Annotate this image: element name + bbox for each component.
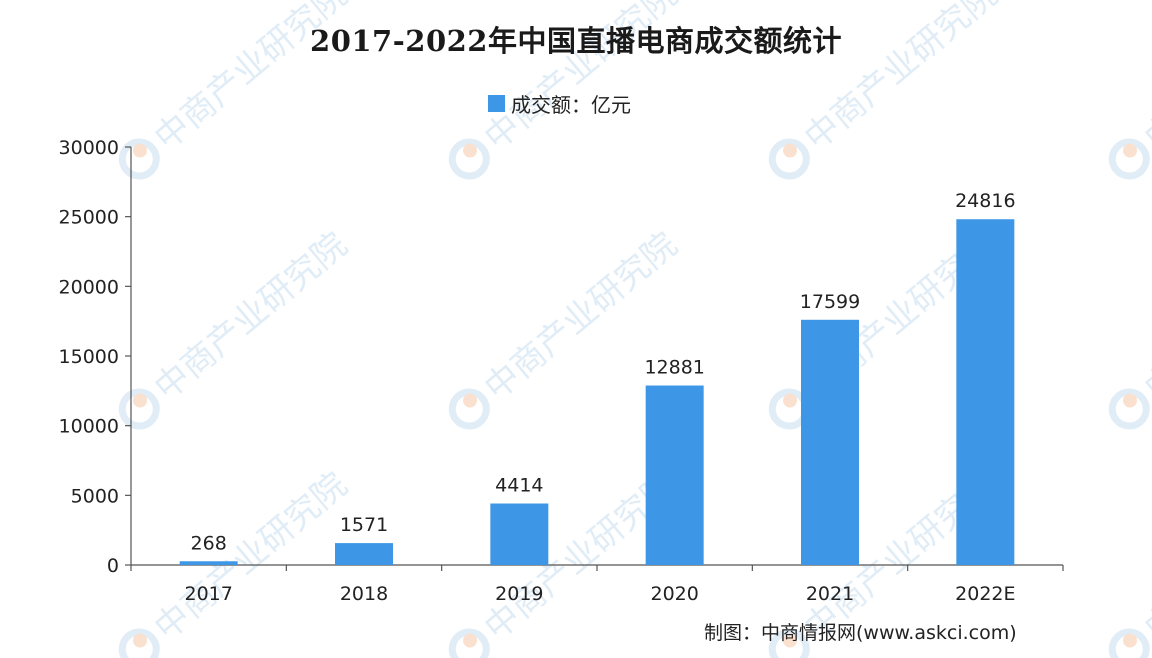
x-tick-label: 2019 xyxy=(495,583,543,605)
x-tick-label: 2017 xyxy=(184,583,232,605)
watermark-logo-dot xyxy=(1123,143,1138,158)
watermark-logo-icon xyxy=(1108,388,1150,430)
watermark-text: 中商产业研究院 xyxy=(1137,465,1152,649)
y-tick-label: 30000 xyxy=(59,137,119,159)
watermark-logo-dot xyxy=(463,633,478,648)
chart-legend: 成交额：亿元 xyxy=(488,88,631,118)
y-tick-label: 20000 xyxy=(59,276,119,298)
bar-value-label: 17599 xyxy=(800,291,860,313)
x-tick-label: 2018 xyxy=(340,583,388,605)
watermark-text: 中商产业研究院 xyxy=(477,225,685,409)
bar xyxy=(645,385,704,565)
watermark-logo-icon xyxy=(118,628,160,658)
watermark-logo-icon xyxy=(768,628,810,658)
watermark-logo-dot xyxy=(1123,633,1138,648)
watermark-logo-icon xyxy=(118,388,160,430)
bar xyxy=(801,319,859,565)
watermark-logo-dot xyxy=(783,393,798,408)
chart-labels: 268 2017 1571 2018 4414 2019 12881 2020 17599 202… xyxy=(184,190,1015,605)
bar-value-label: 4414 xyxy=(495,474,543,496)
watermark-logo-icon xyxy=(448,628,490,658)
y-tick-label: 5000 xyxy=(71,485,119,507)
y-tick-label: 10000 xyxy=(59,416,119,438)
watermark: 中商产业研究院 xyxy=(118,225,355,430)
watermark: 中商产业研究院 xyxy=(1108,465,1152,658)
watermark-logo-icon xyxy=(448,138,490,180)
watermark-text: 中商产业研究院 xyxy=(1137,225,1152,409)
bar-value-label: 12881 xyxy=(644,357,704,379)
watermark-logo-dot xyxy=(133,143,148,158)
bar xyxy=(335,543,393,565)
watermark-logo-icon xyxy=(118,138,160,180)
bar-value-label: 1571 xyxy=(340,514,388,536)
y-tick-label: 15000 xyxy=(59,346,119,368)
x-tick-label: 2020 xyxy=(650,583,698,605)
watermark-logo-dot xyxy=(783,633,798,648)
watermark-logo-dot xyxy=(463,143,478,158)
chart-title: 2017-2022年中国直播电商成交额统计 xyxy=(310,24,842,58)
y-tick-label: 0 xyxy=(107,555,119,577)
watermark-logo-dot xyxy=(133,393,148,408)
chart-bars xyxy=(179,219,1015,565)
watermark-logo-icon xyxy=(768,138,810,180)
x-tick-label: 2021 xyxy=(806,583,854,605)
watermark: 中商产业研究院 xyxy=(1108,225,1152,430)
x-tick-label: 2022E xyxy=(955,583,1015,605)
watermark-logo-dot xyxy=(463,393,478,408)
watermark-logo-dot xyxy=(783,143,798,158)
watermark-logo-icon xyxy=(1108,628,1150,658)
bar-value-label: 268 xyxy=(191,532,227,554)
legend-label: 成交额：亿元 xyxy=(511,92,631,117)
watermark-logo-dot xyxy=(133,633,148,648)
watermark-logo-icon xyxy=(448,388,490,430)
bar xyxy=(179,561,238,565)
bar-value-label: 24816 xyxy=(955,190,1015,212)
source-credit: 制图：中商情报网(www.askci.com) xyxy=(704,622,1017,644)
chart-axes: 0 5000 10000 15000 20000 25000 30000 xyxy=(59,137,1064,577)
watermark-text: 中商产业研究院 xyxy=(147,465,355,649)
watermark-logo-icon xyxy=(1108,138,1150,180)
watermark-logo-dot xyxy=(1123,393,1138,408)
bar xyxy=(490,503,549,565)
legend-swatch xyxy=(488,94,505,112)
watermark-text: 中商产业研究院 xyxy=(147,225,355,409)
y-tick-label: 25000 xyxy=(59,207,119,229)
bar xyxy=(956,219,1015,565)
